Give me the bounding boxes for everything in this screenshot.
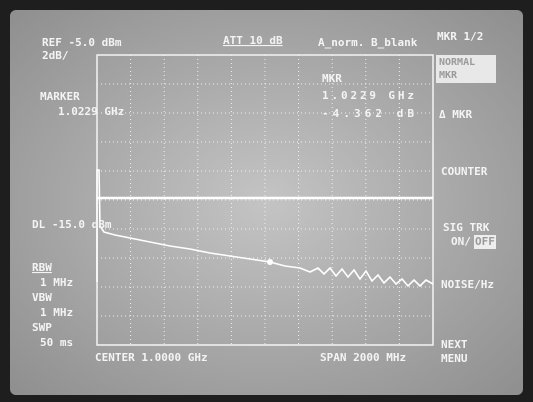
marker-freq: 1.0229 GHz — [58, 105, 124, 118]
trace-mode: A_norm. B_blank — [318, 36, 418, 49]
softkey-counter[interactable]: COUNTER — [441, 165, 488, 178]
swp-label: SWP — [32, 321, 52, 334]
softkey-normal[interactable]: NORMAL — [439, 57, 475, 68]
softkey-off[interactable]: OFF — [475, 235, 495, 248]
marker-label: MARKER — [40, 90, 80, 103]
span: SPAN 2000 MHz — [320, 351, 406, 364]
softkey-mkr[interactable]: MKR — [439, 70, 458, 81]
vbw: 1 MHz — [40, 306, 73, 319]
rbw: 1 MHz — [40, 276, 73, 289]
ref-level: REF -5.0 dBm — [42, 36, 122, 49]
softkey-sig-trk[interactable]: SIG TRK — [443, 221, 490, 234]
scale: 2dB/ — [42, 49, 69, 62]
center-freq: CENTER 1.0000 GHz — [95, 351, 208, 364]
softkey-noise[interactable]: NOISE/Hz — [441, 278, 494, 291]
rbw-label: RBW — [32, 261, 52, 274]
softkey-next[interactable]: NEXT — [441, 338, 468, 351]
vbw-label: VBW — [32, 291, 52, 304]
swp: 50 ms — [40, 336, 73, 349]
softkey-delta-mkr[interactable]: Δ MKR — [439, 108, 472, 121]
mkr-label: MKR — [322, 72, 342, 85]
softkey-menu[interactable]: MENU — [441, 352, 468, 365]
softkey-on[interactable]: ON/ — [451, 235, 471, 248]
mkr-level: -4.362 dB — [322, 107, 414, 120]
attenuation: ATT 10 dB — [223, 34, 283, 47]
marker-dot — [267, 259, 273, 265]
analyzer-screen: REF -5.0 dBm 2dB/ ATT 10 dB A_norm. B_bl… — [0, 0, 533, 402]
display-line-label: DL -15.0 dBm — [32, 218, 112, 231]
menu-page: MKR 1/2 — [437, 30, 483, 43]
